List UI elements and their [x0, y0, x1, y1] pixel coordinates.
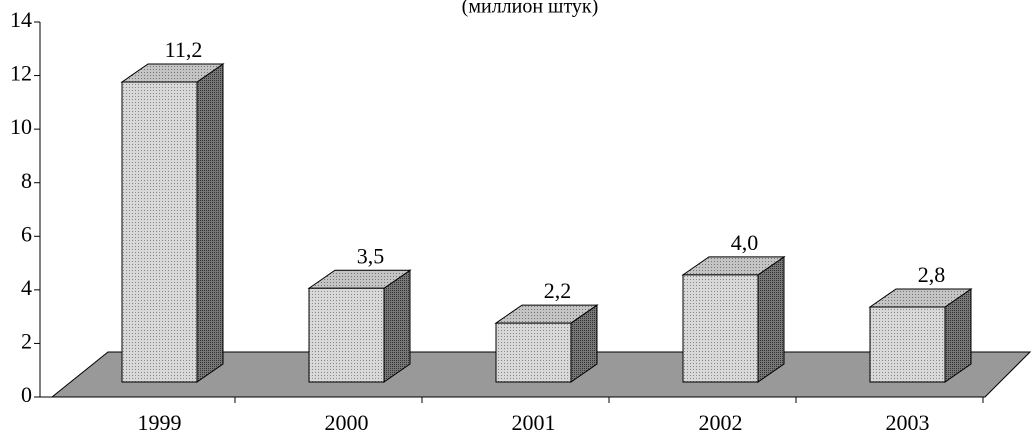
y-tick-label: 12	[10, 61, 32, 86]
bar	[681, 255, 786, 383]
bar-front	[495, 322, 572, 383]
y-tick-label: 6	[21, 221, 32, 246]
y-tick-label: 14	[10, 7, 32, 32]
bar	[494, 304, 599, 383]
bar	[868, 288, 973, 383]
value-label: 3,5	[357, 243, 385, 268]
x-tick-label: 1999	[138, 410, 182, 435]
bar	[120, 63, 225, 383]
y-tick-label: 0	[21, 382, 32, 407]
bar-front	[308, 287, 385, 383]
x-tick-label: 2002	[699, 410, 743, 435]
value-label: 2,8	[918, 262, 946, 287]
value-label: 11,2	[165, 37, 203, 62]
y-tick-label: 4	[21, 275, 32, 300]
bar-front	[869, 306, 946, 383]
x-tick-label: 2001	[512, 410, 556, 435]
bar	[307, 269, 412, 383]
y-tick-label: 8	[21, 168, 32, 193]
x-tick-label: 2000	[325, 410, 369, 435]
x-tick-label: 2003	[886, 410, 930, 435]
bar-side	[383, 269, 411, 383]
chart-subtitle: (миллион штук)	[462, 0, 599, 18]
bar-side	[196, 63, 224, 383]
bar-side	[757, 255, 785, 383]
bar-front	[121, 81, 198, 383]
y-tick-label: 10	[10, 114, 32, 139]
value-label: 2,2	[544, 278, 572, 303]
bar-front	[682, 274, 759, 383]
y-tick-label: 2	[21, 328, 32, 353]
value-label: 4,0	[731, 230, 759, 255]
